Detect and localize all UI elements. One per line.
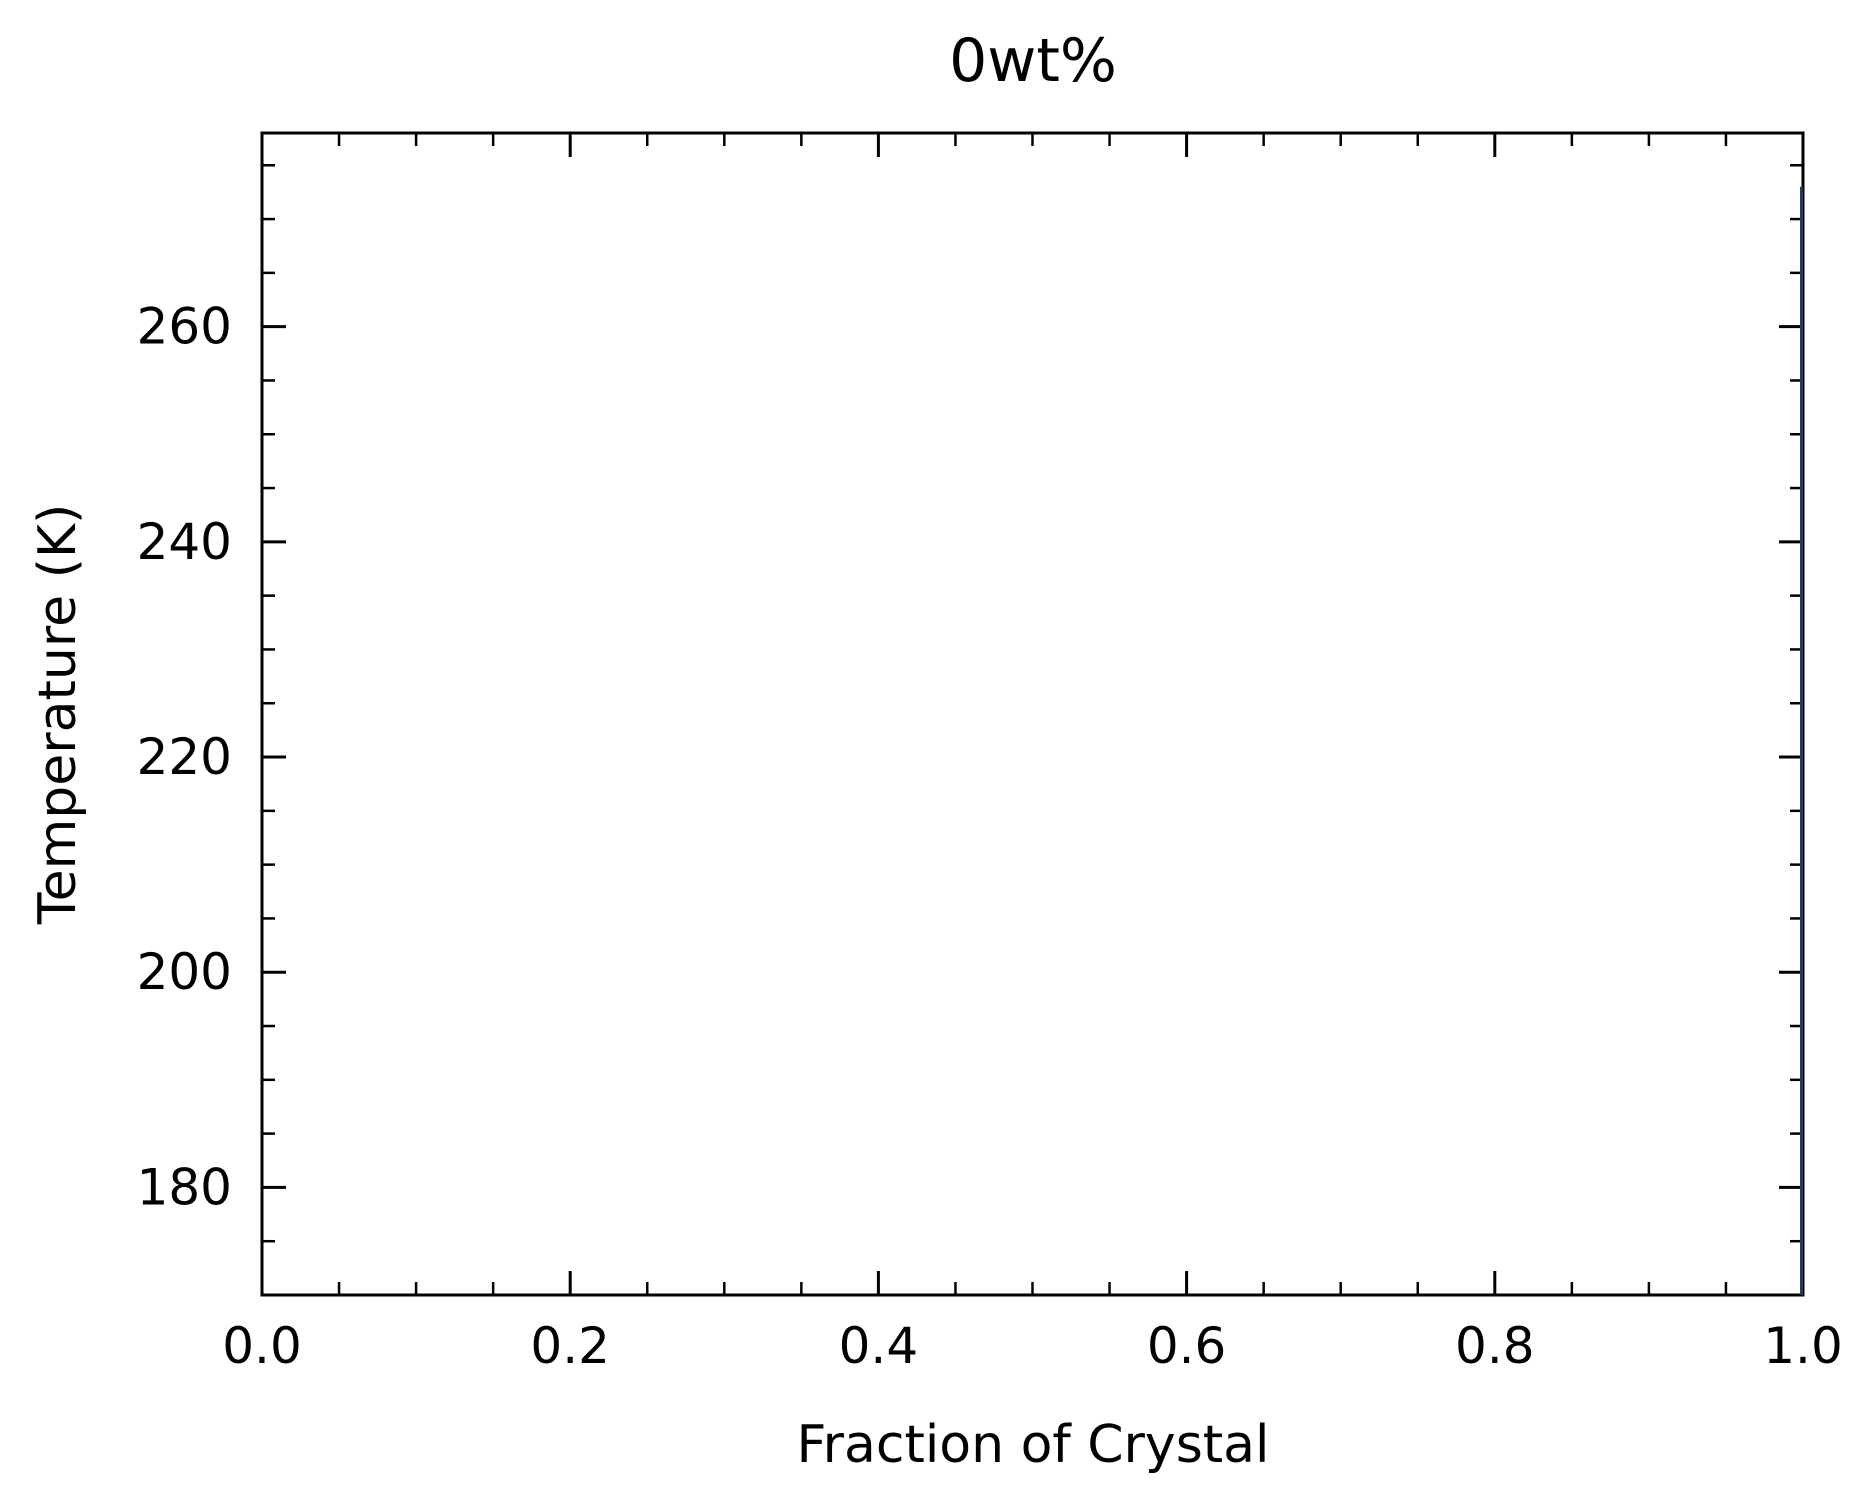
x-tick-label: 0.8 — [1455, 1317, 1535, 1375]
x-axis-label: Fraction of Crystal — [796, 1415, 1269, 1475]
tick-marks — [260, 133, 1805, 1297]
x-tick-label: 0.0 — [222, 1317, 302, 1375]
y-axis-label: Temperature (K) — [28, 504, 88, 926]
x-tick-label: 0.6 — [1147, 1317, 1227, 1375]
x-tick-labels: 0.0 0.2 0.4 0.6 0.8 1.0 — [222, 1317, 1843, 1375]
plot-frame — [260, 131, 1805, 1297]
y-tick-label: 220 — [137, 728, 232, 786]
x-tick-label: 0.2 — [530, 1317, 610, 1375]
y-tick-label: 200 — [137, 943, 232, 1001]
y-tick-label: 240 — [137, 513, 232, 571]
chart-title: 0wt% — [949, 26, 1117, 96]
y-tick-label: 180 — [137, 1158, 232, 1216]
y-tick-label: 260 — [137, 298, 232, 356]
y-tick-labels: 180 200 220 240 260 — [137, 298, 232, 1217]
x-tick-label: 1.0 — [1763, 1317, 1843, 1375]
x-tick-label: 0.4 — [839, 1317, 919, 1375]
